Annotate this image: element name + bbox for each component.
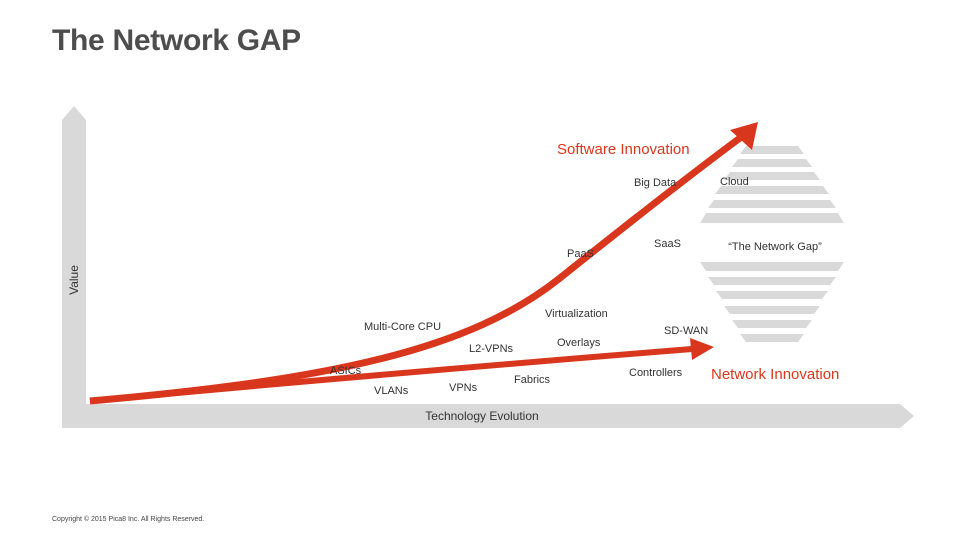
- copyright-footer: Copyright © 2015 Pica8 Inc. All Rights R…: [52, 516, 205, 523]
- gap-stripe: [708, 200, 836, 208]
- gap-stripe: [732, 159, 812, 167]
- label-vpns: VPNs: [449, 382, 478, 394]
- gap-stripe: [716, 291, 828, 299]
- gap-stripe: [700, 213, 844, 223]
- label-sd-wan: SD-WAN: [664, 325, 708, 337]
- gap-stripe: [724, 306, 820, 314]
- gap-stripe: [740, 146, 804, 154]
- y-axis-label: Value: [67, 265, 81, 295]
- x-axis-arrow: [62, 404, 914, 428]
- y-axis-arrow: [62, 106, 86, 428]
- label-saas: SaaS: [654, 238, 681, 250]
- label-big-data: Big Data: [634, 177, 677, 189]
- software-innovation-label: Software Innovation: [557, 141, 690, 158]
- page-title: The Network GAP: [52, 24, 301, 57]
- gap-stripe: [732, 320, 812, 328]
- network-gap-label: “The Network Gap”: [728, 241, 822, 253]
- label-paas: PaaS: [567, 248, 594, 260]
- label-cloud: Cloud: [720, 176, 749, 188]
- network-innovation-arrowhead: [690, 338, 714, 360]
- network-innovation-label: Network Innovation: [711, 366, 839, 383]
- label-l2vpns: L2-VPNs: [469, 343, 514, 355]
- gap-stripe: [724, 172, 820, 180]
- label-vlans: VLANs: [374, 385, 409, 397]
- gap-stripe: [740, 334, 804, 342]
- x-axis-label: Technology Evolution: [425, 409, 538, 423]
- label-multicore-cpu: Multi-Core CPU: [364, 321, 441, 333]
- label-fabrics: Fabrics: [514, 374, 551, 386]
- software-innovation-curve: [89, 132, 747, 405]
- software-innovation-arrowhead: [730, 122, 758, 150]
- gap-stripe: [715, 186, 829, 194]
- gap-stripe: [700, 262, 844, 271]
- gap-stripe: [708, 277, 836, 285]
- label-controllers: Controllers: [629, 367, 683, 379]
- label-virtualization: Virtualization: [545, 308, 608, 320]
- label-overlays: Overlays: [557, 337, 601, 349]
- network-gap-shape: [700, 146, 844, 342]
- label-asics: ASICs: [330, 365, 362, 377]
